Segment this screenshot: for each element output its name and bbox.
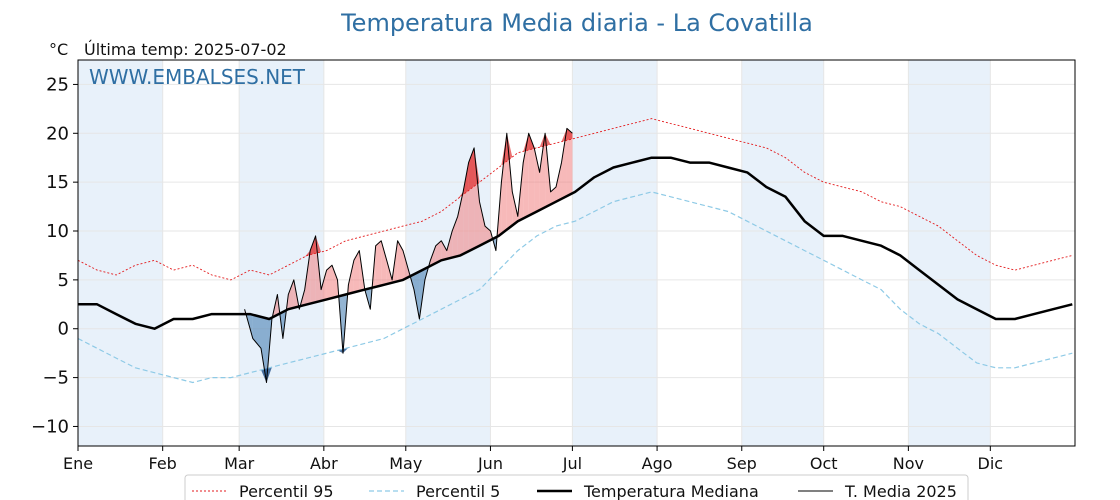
legend-label-current: T. Media 2025 <box>844 482 957 500</box>
chart-title: Temperatura Media diaria - La Covatilla <box>340 9 813 37</box>
x-tick-label: Dic <box>978 454 1004 473</box>
y-tick-label: 0 <box>58 319 69 340</box>
legend-label-p5: Percentil 5 <box>416 482 500 500</box>
fill-above-p95 <box>468 147 475 191</box>
fill-below-median <box>261 316 267 383</box>
fill-above-p95 <box>506 133 513 162</box>
month-band <box>78 60 163 446</box>
grid-lines <box>77 60 1075 446</box>
fill-below-median <box>413 271 420 319</box>
fill-above-median <box>375 240 382 287</box>
legend-box <box>184 474 969 500</box>
unit-label: °C <box>49 40 68 59</box>
fill-above-median <box>435 240 442 264</box>
fill-above-median <box>397 240 404 282</box>
y-axis: −10 −5 0 5 10 15 20 25 <box>31 74 78 437</box>
month-band <box>908 60 991 446</box>
x-tick-label: Ago <box>642 454 673 473</box>
fill-above-p95 <box>523 133 529 152</box>
fill-above-median <box>381 240 387 286</box>
x-tick-label: Mar <box>224 454 255 473</box>
x-tick-label: May <box>389 454 422 473</box>
y-tick-label: 10 <box>46 221 69 242</box>
x-tick-label: Ene <box>63 454 93 473</box>
month-band <box>572 60 658 446</box>
x-tick-label: Sep <box>727 454 757 473</box>
fill-above-median <box>539 133 546 211</box>
fill-above-median <box>353 250 360 293</box>
fill-above-p95 <box>566 128 573 141</box>
x-tick-label: Nov <box>893 454 924 473</box>
fill-below-p5 <box>342 347 349 354</box>
fill-above-median <box>556 162 562 202</box>
plot-frame <box>77 59 1076 447</box>
fill-above-median <box>528 133 535 216</box>
month-band <box>741 60 824 446</box>
legend: Percentil 95 Percentil 5 Temperatura Med… <box>184 474 969 500</box>
legend-label-p95: Percentil 95 <box>239 482 334 500</box>
y-tick-label: 20 <box>46 123 69 144</box>
legend-label-median: Temperatura Mediana <box>583 482 759 500</box>
y-tick-label: 15 <box>46 172 69 193</box>
fill-above-median <box>403 250 409 280</box>
fill-above-median <box>321 270 327 301</box>
y-tick-label: −5 <box>42 368 69 389</box>
fill-above-median <box>534 147 540 213</box>
fill-above-median <box>304 250 311 306</box>
series-line-current <box>244 127 573 383</box>
x-tick-label: Oct <box>810 454 838 473</box>
fill-above-median <box>446 231 453 259</box>
fill-above-median <box>457 191 464 257</box>
fill-above-median <box>332 265 338 299</box>
y-tick-label: −10 <box>31 416 69 437</box>
fill-above-p95 <box>304 250 311 257</box>
x-tick-label: Jul <box>562 454 582 473</box>
last-temp-label: Última temp: 2025-07-02 <box>84 40 287 59</box>
fill-above-median <box>326 265 333 300</box>
fill-below-p5 <box>337 348 343 354</box>
fill-above-median <box>441 240 447 261</box>
y-tick-label: 5 <box>58 270 69 291</box>
fill-above-median <box>550 187 557 205</box>
fill-below-median <box>252 314 262 349</box>
series-line-p5 <box>77 191 1073 384</box>
x-tick-label: Abr <box>310 454 338 473</box>
fill-above-median <box>479 201 485 246</box>
y-tick-label: 25 <box>46 74 69 95</box>
x-axis: Ene Feb Mar Abr May Jun Jul Ago Sep Oct Nov Dic <box>63 446 1003 473</box>
fill-above-median <box>561 128 567 199</box>
fill-above-median <box>523 133 529 219</box>
fill-above-median <box>566 128 573 197</box>
series-lines <box>77 118 1073 384</box>
watermark: WWW.EMBALSES.NET <box>89 65 306 89</box>
fill-above-median <box>452 216 458 258</box>
x-tick-label: Feb <box>149 454 177 473</box>
fill-above-p95 <box>457 191 464 199</box>
series-line-median <box>78 156 1073 330</box>
fill-above-median <box>288 279 294 310</box>
x-tick-label: Jun <box>477 454 503 473</box>
month-bands <box>78 60 991 446</box>
